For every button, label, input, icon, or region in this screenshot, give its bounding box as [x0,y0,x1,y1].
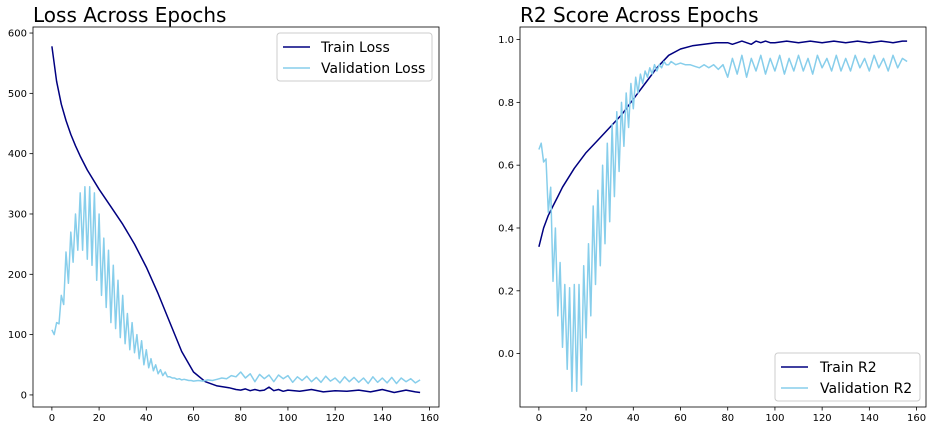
y-tick-label: 200 [8,270,27,281]
y-tick-label: 0.4 [498,223,514,234]
x-tick-label: 0 [49,413,55,424]
series-line-validation-loss [51,186,421,385]
x-tick-label: 140 [373,413,392,424]
legend-label-validation-loss: Validation Loss [321,61,425,77]
y-tick-label: 0.6 [498,161,514,172]
plot-frame [519,26,927,408]
x-tick-label: 60 [187,413,200,424]
x-tick-label: 40 [627,413,640,424]
x-tick-label: 120 [813,413,832,424]
x-tick-label: 120 [326,413,345,424]
series-line-train-r2 [538,40,908,247]
ticks-group: 0 20 40 60 80 100 120 140 160 0.0 0.2 0.4 0.6 0.8 1.0 [498,35,926,424]
y-tick-label: 100 [8,330,27,341]
y-tick-label: 1.0 [498,35,514,46]
x-tick-label: 80 [234,413,247,424]
x-tick-label: 160 [420,413,439,424]
chart-title: R2 Score Across Epochs [520,3,759,27]
legend: Train R2 Validation R2 [774,352,921,402]
plot-frame [32,26,440,408]
y-tick-label: 500 [8,89,27,100]
y-tick-label: 0.0 [498,349,514,360]
x-tick-label: 100 [278,413,297,424]
legend-label-train-r2: Train R2 [819,360,877,376]
x-tick-label: 0 [536,413,542,424]
legend-label-train-loss: Train Loss [320,40,390,56]
series-lines [51,46,421,394]
x-tick-label: 20 [580,413,593,424]
legend-label-validation-r2: Validation R2 [820,381,912,397]
y-tick-label: 300 [8,209,27,220]
legend: Train Loss Validation Loss [276,32,433,82]
chart-title: Loss Across Epochs [33,3,226,27]
series-lines [538,40,908,393]
legend-box [276,32,433,82]
loss-chart: Loss Across Epochs 0 20 40 60 80 100 120 140 160… [8,3,440,424]
series-line-train-loss [51,46,421,394]
y-tick-label: 0.8 [498,98,514,109]
x-tick-label: 100 [765,413,784,424]
y-tick-label: 600 [8,29,27,40]
series-line-validation-r2 [538,54,908,393]
r2-chart: R2 Score Across Epochs 0 20 40 60 80 100 120 14… [498,3,927,424]
x-tick-label: 160 [907,413,926,424]
y-tick-label: 0.2 [498,286,514,297]
x-tick-label: 20 [93,413,106,424]
x-tick-label: 60 [674,413,687,424]
legend-box [774,352,921,402]
y-tick-label: 400 [8,149,27,160]
x-tick-label: 80 [721,413,734,424]
ticks-group: 0 20 40 60 80 100 120 140 160 0 100 200 300 400 500 600 [8,29,439,424]
x-tick-label: 140 [860,413,879,424]
x-tick-label: 40 [140,413,153,424]
y-tick-label: 0 [21,390,27,401]
